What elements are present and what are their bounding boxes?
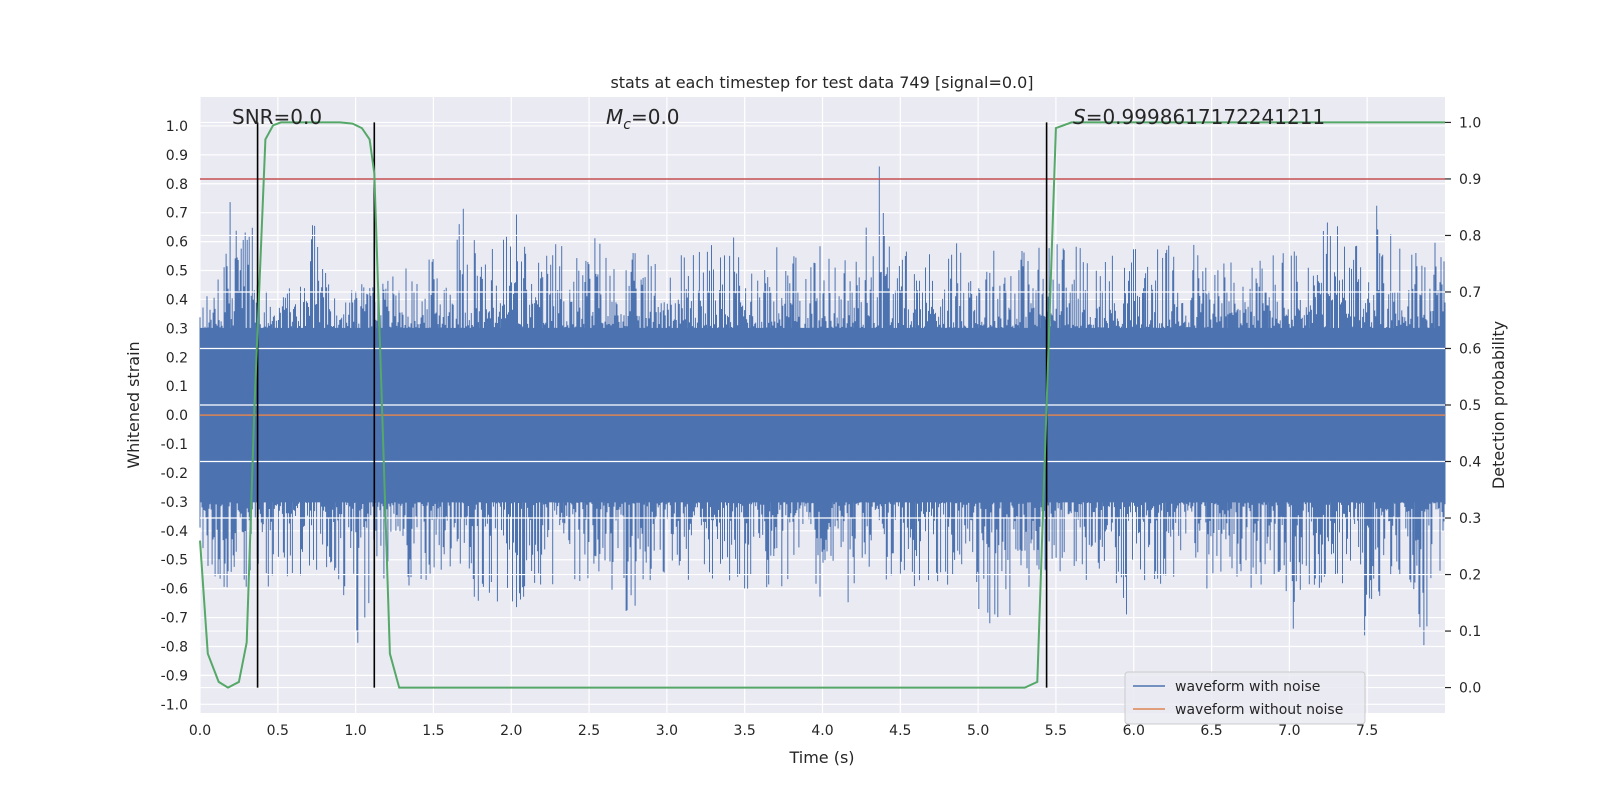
left-y-tick-label-3: -0.7: [161, 611, 188, 627]
legend-label-clean: waveform without noise: [1175, 702, 1343, 718]
right-y-tick-label-8: 0.8: [1459, 228, 1481, 244]
left-y-tick-label-0: -1.0: [161, 697, 188, 713]
x-tick-label-13: 6.5: [1200, 723, 1222, 739]
x-tick-label-14: 7.0: [1278, 723, 1300, 739]
x-tick-label-1: 0.5: [267, 723, 289, 739]
left-y-tick-label-4: -0.6: [161, 582, 188, 598]
left-y-tick-label-5: -0.5: [161, 553, 188, 569]
left-y-tick-label-20: 1.0: [166, 119, 188, 135]
left-y-tick-label-1: -0.9: [161, 668, 188, 684]
left-y-tick-label-13: 0.3: [166, 321, 188, 337]
chirp-mass-annotation: Mc=0.0: [606, 105, 680, 133]
x-tick-label-5: 2.5: [578, 723, 600, 739]
x-tick-label-11: 5.5: [1045, 723, 1067, 739]
score-annotation: S=0.9998617172241211: [1073, 105, 1325, 129]
left-y-tick-label-9: -0.1: [161, 437, 188, 453]
x-tick-label-2: 1.0: [344, 723, 366, 739]
left-y-tick-label-7: -0.3: [161, 495, 188, 511]
left-y-tick-label-2: -0.8: [161, 639, 188, 655]
left-y-tick-label-18: 0.8: [166, 177, 188, 193]
right-axis-gridlines-over-data: [200, 121, 1445, 689]
x-tick-label-9: 4.5: [889, 723, 911, 739]
x-tick-label-8: 4.0: [811, 723, 833, 739]
x-tick-label-7: 3.5: [734, 723, 756, 739]
left-y-tick-label-8: -0.2: [161, 466, 188, 482]
right-y-tick-label-9: 0.9: [1459, 172, 1481, 188]
chirp-mass-value: =0.0: [631, 105, 680, 129]
x-tick-label-3: 1.5: [422, 723, 444, 739]
left-y-tick-label-14: 0.4: [166, 292, 188, 308]
x-axis-ticks: 0.0 0.5 1.0 1.5 2.0 2.5 3.0 3.5 4.0 4.5 5.0 5.5 6.0 6…: [189, 723, 1378, 739]
legend-label-noise: waveform with noise: [1175, 679, 1320, 695]
x-tick-label-0: 0.0: [189, 723, 211, 739]
detection-probability-series: [199, 121, 1445, 689]
left-y-tick-label-6: -0.4: [161, 524, 188, 540]
right-y-tick-label-7: 0.7: [1459, 285, 1481, 301]
right-y-tick-label-1: 0.1: [1459, 624, 1481, 640]
score-value: =0.9998617172241211: [1086, 105, 1325, 129]
right-y-tick-label-6: 0.6: [1459, 341, 1481, 357]
snr-annotation: SNR=0.0: [232, 105, 322, 129]
score-symbol: S: [1073, 105, 1086, 129]
right-y-tick-label-3: 0.3: [1459, 511, 1481, 527]
left-y-tick-label-17: 0.7: [166, 206, 188, 222]
left-y-tick-label-19: 0.9: [166, 148, 188, 164]
x-tick-label-12: 6.0: [1123, 723, 1145, 739]
left-y-tick-label-10: 0.0: [166, 408, 188, 424]
left-y-axis-title: Whitened strain: [124, 341, 143, 468]
chirp-mass-subscript: c: [623, 117, 631, 133]
x-tick-label-4: 2.0: [500, 723, 522, 739]
x-tick-label-10: 5.0: [967, 723, 989, 739]
right-y-tick-label-10: 1.0: [1459, 115, 1481, 131]
left-y-tick-label-15: 0.5: [166, 264, 188, 280]
right-y-tick-label-4: 0.4: [1459, 455, 1481, 471]
right-y-tick-label-5: 0.5: [1459, 398, 1481, 414]
x-tick-label-6: 3.0: [656, 723, 678, 739]
right-y-axis-title: Detection probability: [1489, 321, 1508, 489]
left-y-tick-label-11: 0.1: [166, 379, 188, 395]
left-y-axis-ticks: -1.0 -0.9 -0.8 -0.7 -0.6 -0.5 -0.4 -0.3 -0.2 -0.1…: [161, 119, 188, 713]
right-y-tick-label-2: 0.2: [1459, 568, 1481, 584]
legend: waveform with noise waveform without noi…: [1124, 671, 1366, 725]
right-y-tick-label-0: 0.0: [1459, 681, 1481, 697]
x-axis-title: Time (s): [788, 748, 854, 767]
waveform-with-noise-series: [199, 166, 1446, 646]
left-y-tick-label-12: 0.2: [166, 350, 188, 366]
right-y-axis-ticks: 0.0 0.1 0.2 0.3 0.4 0.5 0.6 0.7 0.8 0.9 1.0: [1445, 115, 1481, 697]
legend-box: [1124, 671, 1366, 725]
x-tick-label-15: 7.5: [1356, 723, 1378, 739]
left-y-tick-label-16: 0.6: [166, 235, 188, 251]
chirp-mass-symbol: M: [606, 105, 623, 129]
chart-title: stats at each timestep for test data 749…: [610, 73, 1033, 92]
